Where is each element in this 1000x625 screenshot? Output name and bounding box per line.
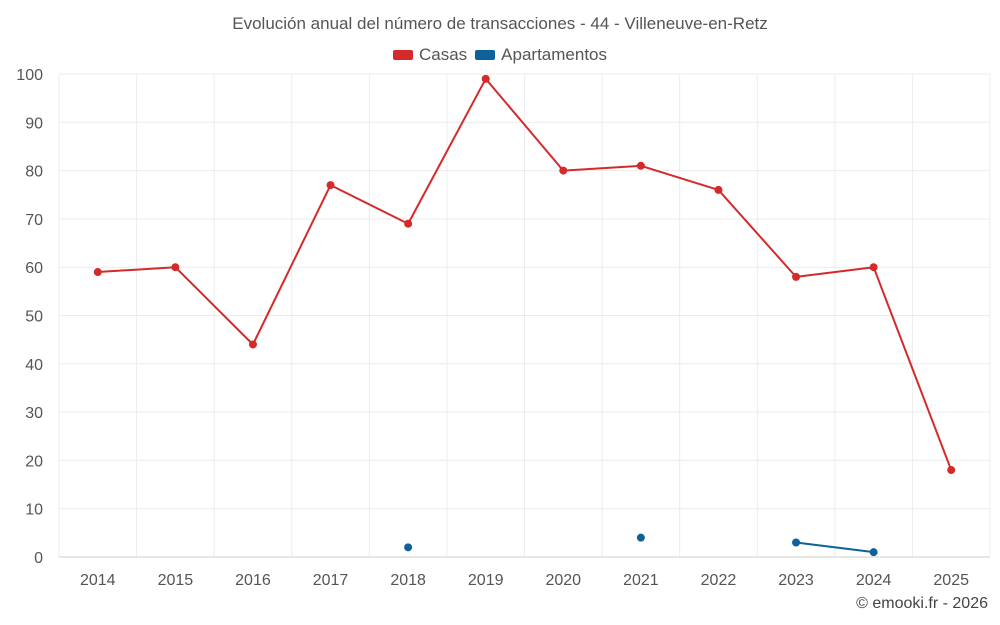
credit-text: © emooki.fr - 2026 <box>856 595 988 612</box>
legend-swatch-apartamentos <box>475 50 496 60</box>
data-point-casas <box>636 161 645 170</box>
y-tick-label: 80 <box>25 164 43 181</box>
y-tick-label: 60 <box>25 260 43 277</box>
legend-swatch-casas <box>392 50 413 60</box>
x-tick-label: 2024 <box>856 572 892 589</box>
data-point-casas <box>248 340 257 349</box>
data-point-casas <box>714 185 723 194</box>
data-point-casas <box>947 466 956 475</box>
legend-label-apartamentos: Apartamentos <box>501 45 608 64</box>
data-point-casas <box>559 166 568 175</box>
data-point-casas <box>792 272 801 281</box>
y-tick-label: 40 <box>25 357 43 374</box>
chart-legend: Casas Apartamentos <box>0 45 1000 65</box>
y-tick-label: 30 <box>25 405 43 422</box>
x-tick-label: 2021 <box>623 572 659 589</box>
series-line-apartamentos <box>795 541 874 554</box>
x-tick-label: 2015 <box>158 572 194 589</box>
data-point-casas <box>481 74 490 83</box>
data-point-casas <box>93 268 102 277</box>
x-tick-label: 2018 <box>390 572 426 589</box>
legend-label-casas: Casas <box>418 45 468 64</box>
y-tick-label: 50 <box>25 309 43 326</box>
data-point-apartamentos <box>869 548 878 557</box>
x-tick-label: 2023 <box>778 572 814 589</box>
y-tick-label: 90 <box>25 115 43 132</box>
legend-item-casas[interactable]: Casas <box>392 45 468 65</box>
y-tick-label: 70 <box>25 212 43 229</box>
x-tick-label: 2016 <box>235 572 271 589</box>
legend-item-apartamentos[interactable]: Apartamentos <box>475 45 607 65</box>
data-point-casas <box>326 181 335 190</box>
x-tick-label: 2014 <box>80 572 116 589</box>
x-tick-label: 2020 <box>545 572 581 589</box>
y-tick-label: 100 <box>16 67 43 84</box>
data-point-casas <box>171 263 180 272</box>
series-line-casas <box>97 77 953 471</box>
y-tick-label: 0 <box>34 550 43 567</box>
y-tick-label: 20 <box>25 453 43 470</box>
chart-title: Evolución anual del número de transaccio… <box>232 14 768 33</box>
data-point-casas <box>404 219 413 228</box>
data-point-apartamentos <box>404 543 413 552</box>
data-point-casas <box>869 263 878 272</box>
x-tick-label: 2017 <box>313 572 349 589</box>
x-tick-label: 2022 <box>701 572 737 589</box>
data-point-apartamentos <box>792 538 801 547</box>
x-tick-label: 2019 <box>468 572 504 589</box>
x-tick-label: 2025 <box>933 572 969 589</box>
y-tick-label: 10 <box>25 502 43 519</box>
data-point-apartamentos <box>636 533 645 542</box>
